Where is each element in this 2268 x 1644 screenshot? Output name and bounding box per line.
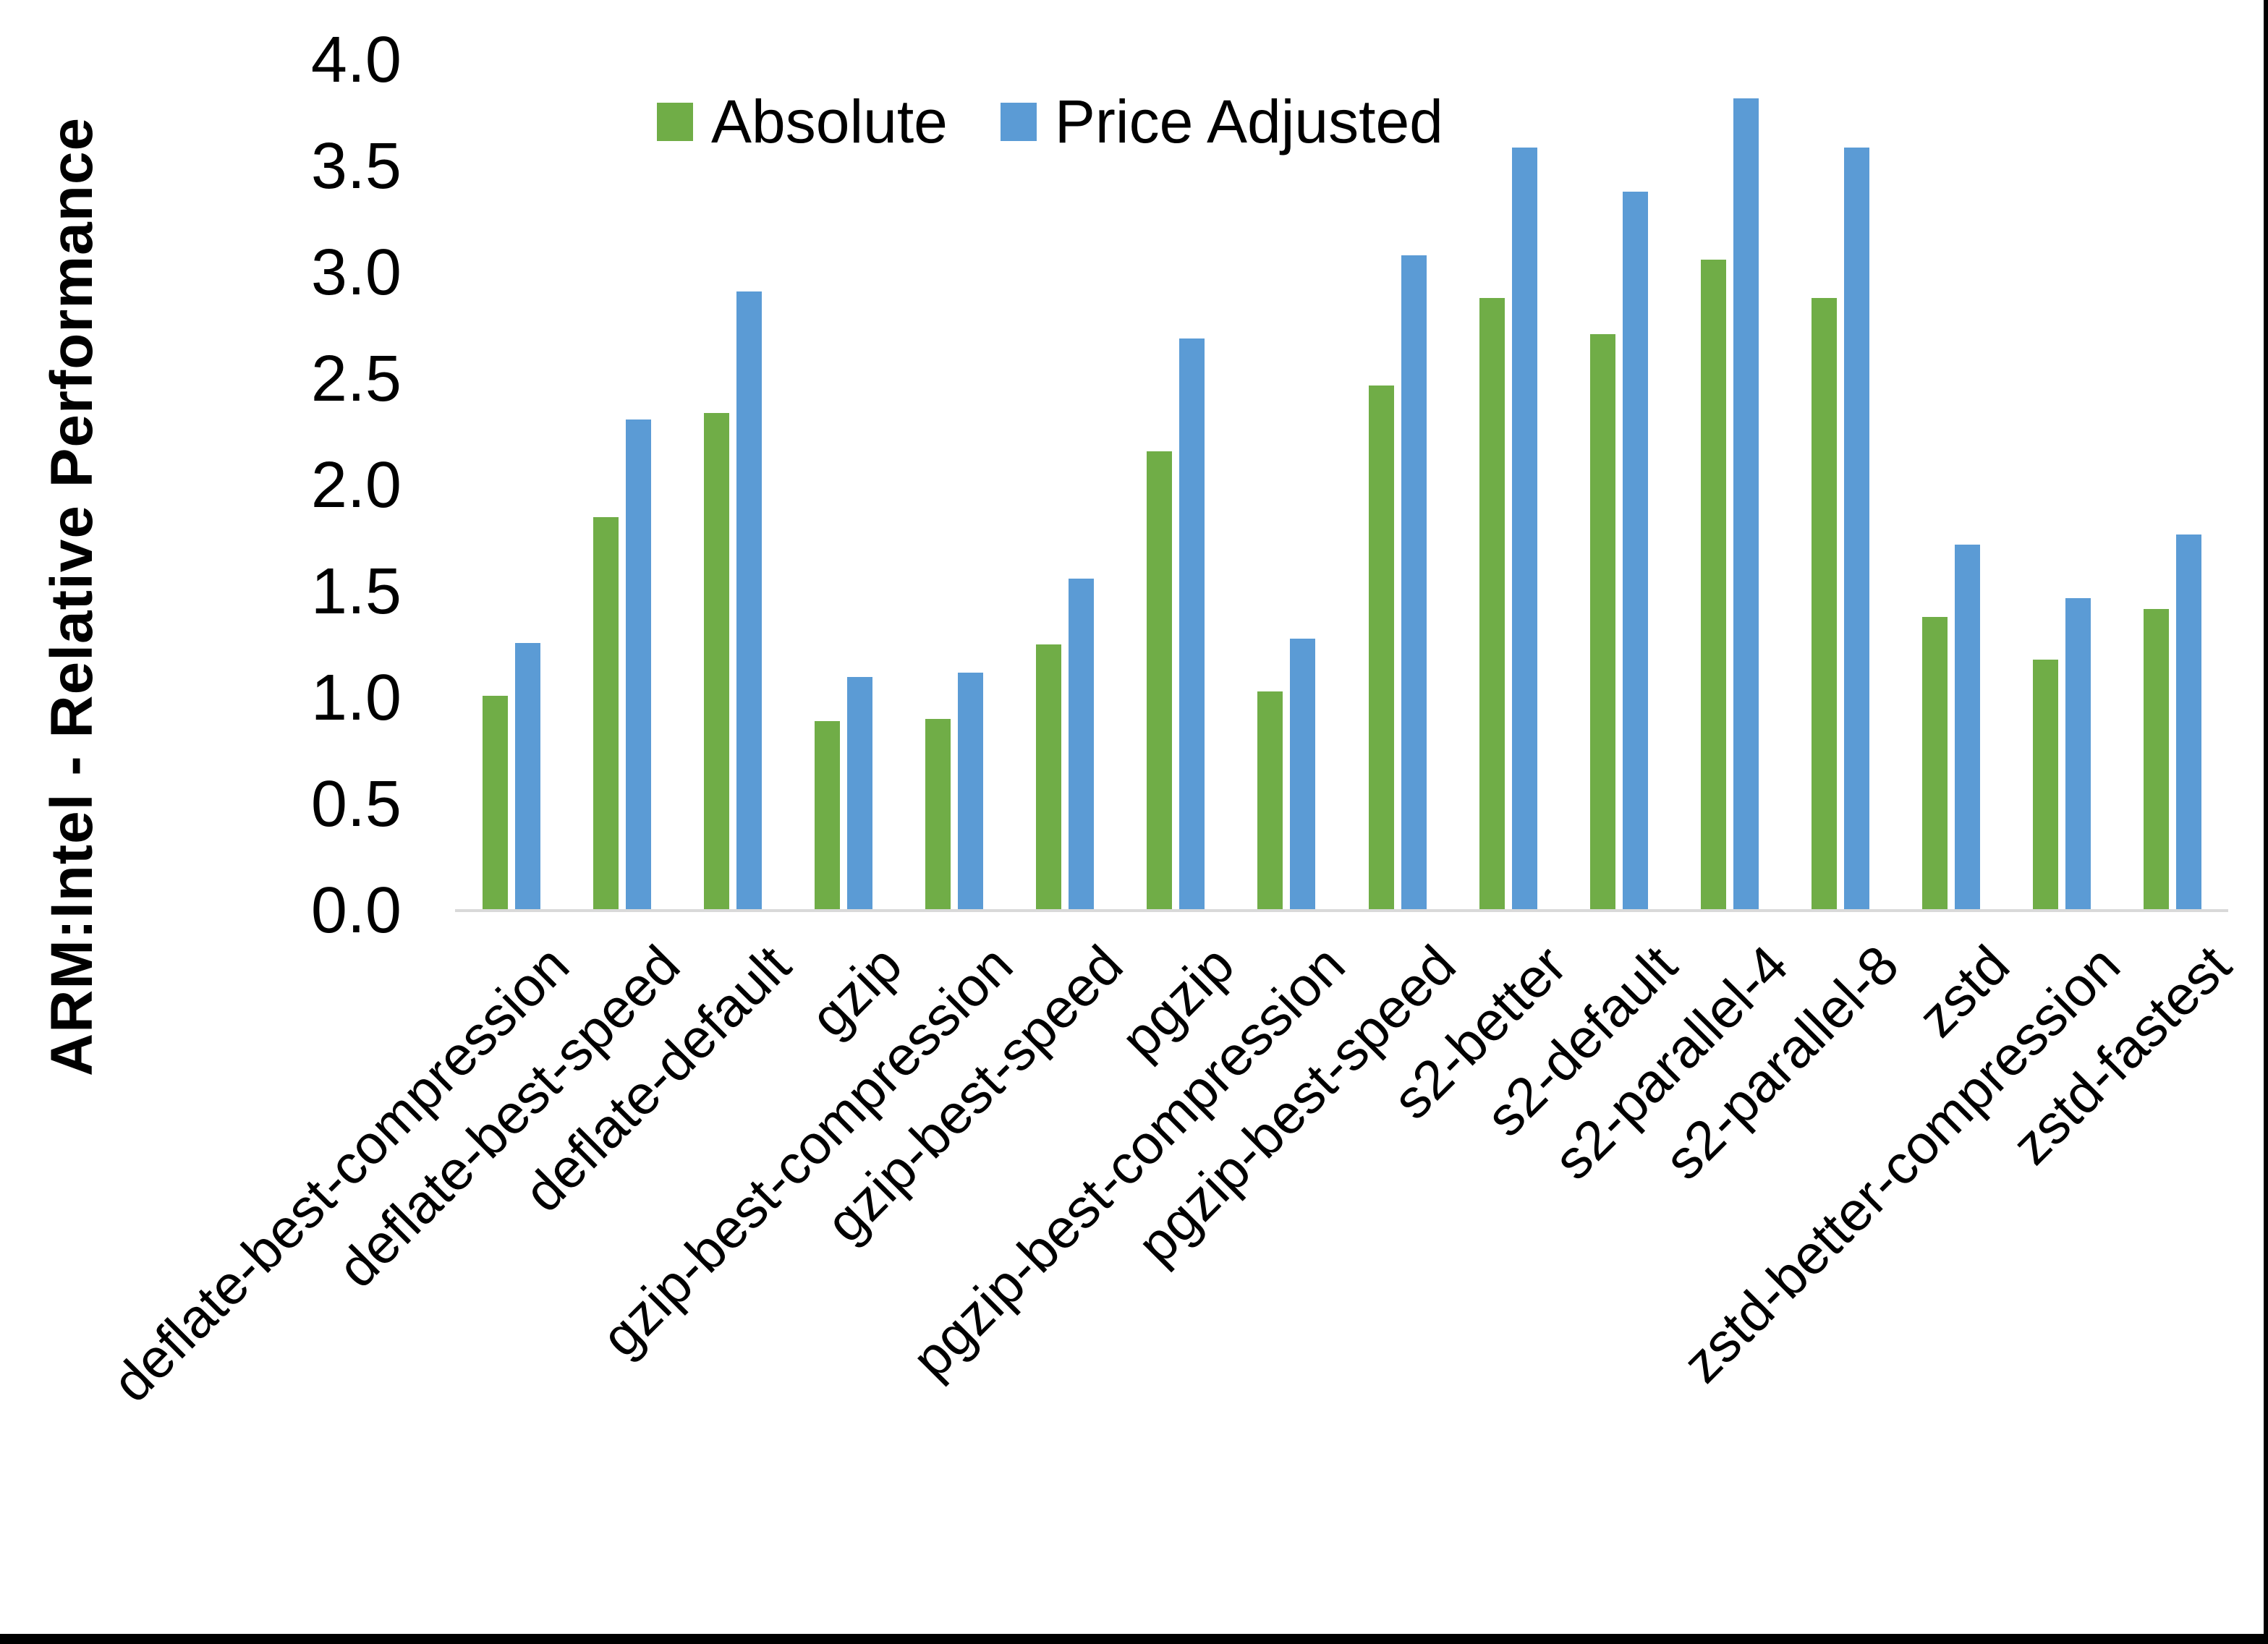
y-tick-label: 1.0: [310, 662, 402, 734]
bar-group-gzip-best-compression: [899, 60, 1010, 911]
bar-price-adjusted-deflate-best-compression: [514, 643, 540, 911]
bar-group-pgzip: [1121, 60, 1231, 911]
bar-group-s2-default: [1563, 60, 1674, 911]
bar-group-zstd-fastest: [2118, 60, 2228, 911]
y-tick-label: 4.0: [310, 24, 402, 96]
bar-group-s2-parallel-4: [1674, 60, 1785, 911]
bar-absolute-deflate-best-compression: [482, 696, 508, 911]
bar-absolute-s2-better: [1479, 298, 1505, 911]
bar-group-pgzip-best-speed: [1342, 60, 1453, 911]
bar-absolute-deflate-best-speed: [593, 517, 619, 911]
bar-price-adjusted-gzip-best-speed: [1069, 579, 1095, 911]
bar-absolute-s2-parallel-8: [1812, 298, 1838, 911]
bar-price-adjusted-deflate-best-speed: [625, 419, 651, 911]
bar-group-s2-parallel-8: [1785, 60, 1896, 911]
bar-group-deflate-best-compression: [456, 60, 566, 911]
screenshot-border-right: [2264, 0, 2268, 1644]
bar-price-adjusted-pgzip-best-compression: [1290, 639, 1316, 911]
screenshot-border-bottom: [0, 1634, 2268, 1644]
legend-label: Absolute: [711, 88, 948, 156]
bar-absolute-s2-parallel-4: [1700, 260, 1726, 911]
bar-price-adjusted-zstd-better-compression: [2065, 598, 2091, 911]
legend-swatch-icon: [1000, 102, 1037, 141]
x-axis-line: [455, 909, 2228, 912]
y-tick-label: 2.5: [310, 343, 402, 415]
bar-price-adjusted-zstd-fastest: [2176, 534, 2202, 911]
bar-absolute-s2-default: [1589, 334, 1615, 911]
bar-price-adjusted-s2-default: [1622, 192, 1648, 911]
bar-series-container: [456, 60, 2228, 911]
bar-absolute-zstd-better-compression: [2033, 660, 2059, 911]
bar-absolute-gzip-best-speed: [1036, 644, 1062, 911]
y-tick-label: 0.0: [310, 874, 402, 947]
bar-absolute-pgzip-best-compression: [1257, 691, 1283, 911]
bar-price-adjusted-s2-parallel-4: [1733, 98, 1759, 911]
bar-price-adjusted-gzip-best-compression: [958, 673, 984, 911]
y-tick-label: 1.5: [310, 555, 402, 628]
legend-label: Price Adjusted: [1054, 88, 1443, 156]
bar-price-adjusted-deflate-default: [736, 291, 762, 911]
y-tick-label: 3.0: [310, 237, 402, 309]
legend-item-absolute: Absolute: [657, 88, 948, 155]
bar-absolute-gzip-best-compression: [925, 719, 951, 911]
bar-price-adjusted-gzip: [846, 677, 872, 911]
y-tick-label: 3.5: [310, 130, 402, 203]
y-tick-label: 2.0: [310, 449, 402, 521]
bar-group-zstd: [1896, 60, 2007, 911]
bar-group-zstd-better-compression: [2007, 60, 2118, 911]
y-axis-title: ARM:Intel - Relative Performance: [39, 116, 105, 1077]
bar-price-adjusted-s2-better: [1511, 148, 1537, 911]
bar-group-gzip-best-speed: [1010, 60, 1121, 911]
legend-item-price-adjusted: Price Adjusted: [1000, 88, 1443, 156]
bar-group-deflate-best-speed: [566, 60, 677, 911]
bar-absolute-pgzip-best-speed: [1368, 386, 1394, 911]
bar-group-gzip: [788, 60, 899, 911]
bar-absolute-zstd: [1922, 617, 1948, 911]
bar-price-adjusted-pgzip: [1179, 338, 1205, 911]
bar-price-adjusted-s2-parallel-8: [1844, 148, 1870, 911]
bar-group-deflate-default: [677, 60, 788, 911]
bar-absolute-pgzip: [1147, 451, 1173, 911]
legend: Absolute Price Adjusted: [657, 88, 1443, 155]
bar-price-adjusted-zstd: [1955, 545, 1981, 911]
bar-price-adjusted-pgzip-best-speed: [1401, 255, 1427, 911]
bar-absolute-zstd-fastest: [2144, 609, 2170, 911]
plot-area: [455, 60, 2228, 912]
bar-group-pgzip-best-compression: [1231, 60, 1342, 911]
bar-absolute-gzip: [814, 721, 840, 911]
legend-swatch-icon: [657, 102, 693, 141]
bar-absolute-deflate-default: [703, 413, 729, 911]
bar-group-s2-better: [1453, 60, 1563, 911]
y-tick-label: 0.5: [310, 768, 402, 840]
x-axis-label-deflate-best-compression: deflate-best-compression: [101, 934, 582, 1414]
